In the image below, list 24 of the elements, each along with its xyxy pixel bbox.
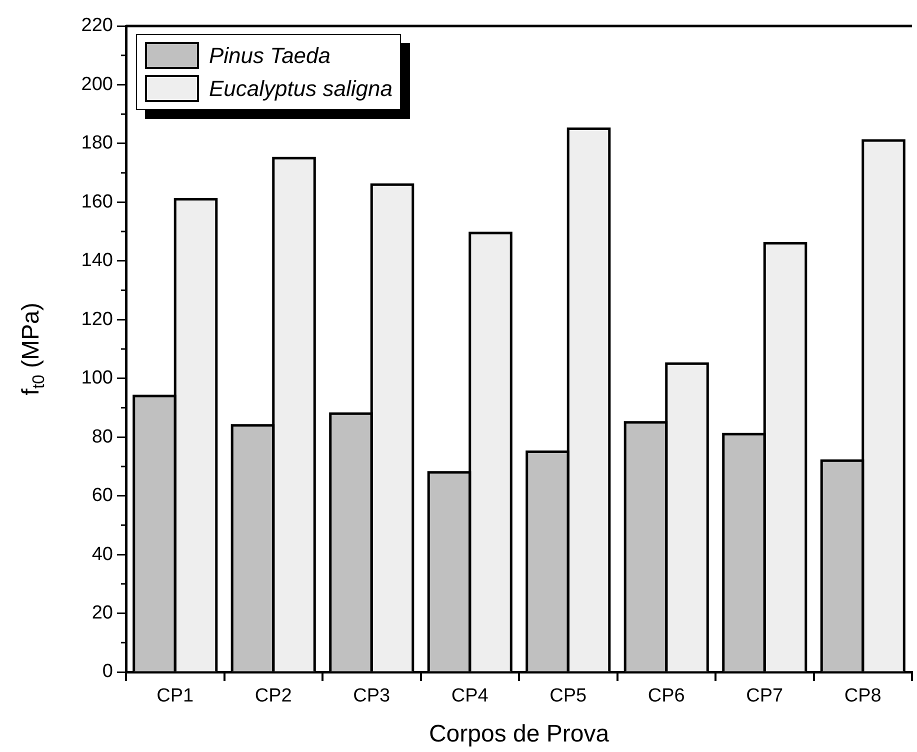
y-tick-label: 80 [92, 426, 113, 448]
x-tick-label: CP4 [451, 686, 489, 707]
y-tick-label: 200 [81, 74, 113, 95]
x-tick-label: CP5 [550, 686, 587, 707]
x-tick-label: CP7 [746, 686, 784, 707]
x-tick-label: CP1 [156, 686, 194, 707]
y-tick-label: 20 [92, 602, 113, 624]
y-tick-label: 0 [102, 661, 113, 682]
x-axis-title: Corpos de Prova [428, 720, 610, 748]
x-tick-label: CP6 [648, 686, 685, 707]
y-tick-label: 100 [81, 368, 113, 389]
y-tick-label: 40 [92, 544, 113, 565]
x-tick-label: CP2 [254, 686, 292, 707]
legend-label: Eucalyptus saligna [209, 76, 392, 102]
y-tick-label: 180 [81, 132, 113, 154]
y-tick-label: 140 [81, 250, 113, 272]
y-tick-label: 120 [81, 308, 113, 330]
y-tick-label: 160 [81, 191, 113, 212]
y-tick-label: 60 [92, 485, 113, 506]
x-tick-label: CP8 [844, 686, 882, 707]
x-tick-label: CP3 [353, 686, 390, 707]
legend-label: Pinus Taeda [209, 42, 331, 68]
y-axis-title: ft0 (MPa) [18, 302, 48, 396]
y-tick-label: 220 [81, 15, 113, 36]
